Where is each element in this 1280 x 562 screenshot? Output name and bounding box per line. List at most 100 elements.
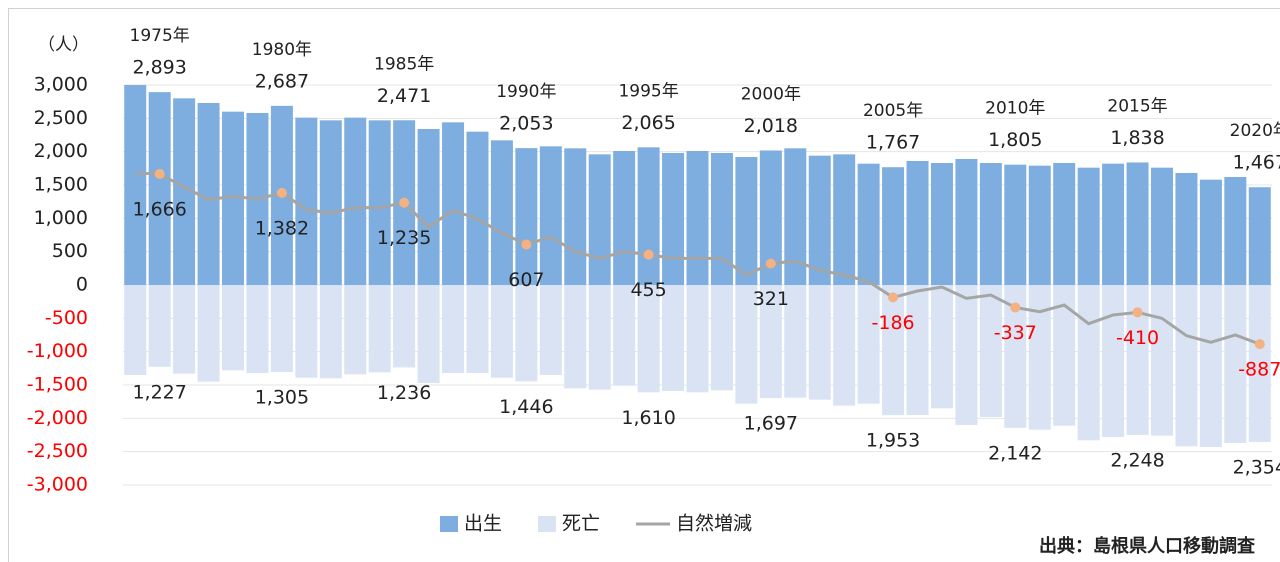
value-label: 2,248 bbox=[1110, 449, 1164, 471]
value-label: 1,666 bbox=[132, 198, 186, 220]
bar bbox=[882, 167, 905, 285]
bar bbox=[686, 285, 709, 393]
bar bbox=[1126, 285, 1149, 435]
value-label: 455 bbox=[630, 279, 666, 301]
bar bbox=[857, 285, 880, 404]
value-label: 1,382 bbox=[255, 217, 309, 239]
y-tick-label: -1,000 bbox=[27, 340, 88, 362]
bar bbox=[979, 163, 1002, 285]
y-tick-label: 1,000 bbox=[34, 207, 88, 229]
bar bbox=[564, 285, 587, 389]
bar bbox=[1224, 177, 1247, 285]
bar bbox=[613, 285, 636, 386]
bar bbox=[1004, 164, 1027, 285]
category-label: 2020年 bbox=[1230, 121, 1280, 141]
legend-label: 自然増減 bbox=[676, 513, 752, 535]
y-tick-label: -500 bbox=[45, 307, 88, 329]
value-label: 1,697 bbox=[744, 413, 798, 435]
bar bbox=[710, 153, 733, 285]
bar bbox=[1199, 179, 1222, 285]
bar bbox=[906, 161, 929, 285]
marker bbox=[1010, 302, 1021, 313]
value-label: 2,053 bbox=[499, 113, 553, 135]
bar bbox=[1028, 165, 1051, 285]
y-tick-label: -2,500 bbox=[27, 440, 88, 462]
bar bbox=[833, 285, 856, 406]
bar bbox=[882, 285, 905, 416]
bar bbox=[784, 148, 807, 285]
bar bbox=[1224, 285, 1247, 443]
bar bbox=[124, 85, 147, 285]
category-label: 1995年 bbox=[618, 81, 678, 101]
bar bbox=[490, 140, 513, 285]
bar bbox=[319, 285, 342, 379]
value-label: 2,471 bbox=[377, 85, 431, 107]
bar bbox=[955, 285, 978, 425]
y-tick-label: 500 bbox=[52, 240, 88, 262]
bar bbox=[295, 285, 318, 378]
bar bbox=[1126, 162, 1149, 285]
category-label: 1975年 bbox=[130, 26, 190, 46]
marker bbox=[888, 292, 899, 303]
bar bbox=[808, 155, 831, 285]
value-label: 1,953 bbox=[866, 430, 920, 452]
value-label: 607 bbox=[508, 269, 544, 291]
bar bbox=[1053, 163, 1076, 285]
bar bbox=[197, 103, 220, 285]
marker bbox=[276, 187, 287, 198]
bar bbox=[637, 285, 660, 393]
bar bbox=[539, 285, 562, 375]
y-tick-label: -1,500 bbox=[27, 374, 88, 396]
y-tick-label: 2,500 bbox=[34, 107, 88, 129]
value-label: 2,065 bbox=[621, 112, 675, 134]
bar bbox=[1150, 167, 1173, 285]
y-tick-label: -2,000 bbox=[27, 407, 88, 429]
bar bbox=[319, 120, 342, 285]
category-label: 2005年 bbox=[863, 101, 923, 121]
bar bbox=[735, 285, 758, 404]
category-label: 1980年 bbox=[252, 40, 312, 60]
value-label: 1,236 bbox=[377, 382, 431, 404]
bar bbox=[759, 150, 782, 285]
value-label: 2,354 bbox=[1233, 456, 1280, 478]
category-label: 1985年 bbox=[374, 54, 434, 74]
bar bbox=[979, 285, 1002, 417]
value-label: 1,446 bbox=[499, 396, 553, 418]
bar bbox=[1053, 285, 1076, 426]
bar bbox=[637, 147, 660, 285]
bar bbox=[710, 285, 733, 391]
y-tick-label: 3,000 bbox=[34, 74, 88, 96]
bar bbox=[246, 285, 269, 373]
bar bbox=[222, 285, 245, 371]
value-label: 2,142 bbox=[988, 442, 1042, 464]
bar bbox=[1102, 285, 1125, 437]
source: 出典：島根県人口移動調査 bbox=[1039, 535, 1255, 557]
bar bbox=[662, 285, 685, 391]
value-label: 2,687 bbox=[255, 70, 309, 92]
bar bbox=[368, 285, 391, 373]
value-label: -337 bbox=[994, 322, 1037, 344]
marker bbox=[154, 168, 165, 179]
bar bbox=[466, 131, 489, 285]
category-label: 2010年 bbox=[985, 99, 1045, 119]
marker bbox=[765, 258, 776, 269]
y-tick-label: -3,000 bbox=[27, 474, 88, 496]
bar bbox=[613, 151, 636, 285]
y-tick-label: 2,000 bbox=[34, 140, 88, 162]
legend-swatch bbox=[538, 516, 557, 532]
bar bbox=[1150, 285, 1173, 436]
value-label: 1,235 bbox=[377, 227, 431, 249]
bar bbox=[270, 285, 293, 372]
bar bbox=[1199, 285, 1222, 447]
value-label: 1,467 bbox=[1233, 152, 1280, 174]
bar bbox=[173, 98, 196, 285]
marker bbox=[1254, 339, 1265, 350]
bar bbox=[417, 129, 440, 285]
bar bbox=[539, 146, 562, 285]
bar bbox=[686, 151, 709, 285]
marker bbox=[643, 249, 654, 260]
bar bbox=[295, 117, 318, 286]
bar bbox=[490, 285, 513, 378]
value-label: 321 bbox=[753, 288, 789, 310]
marker bbox=[1132, 307, 1143, 318]
